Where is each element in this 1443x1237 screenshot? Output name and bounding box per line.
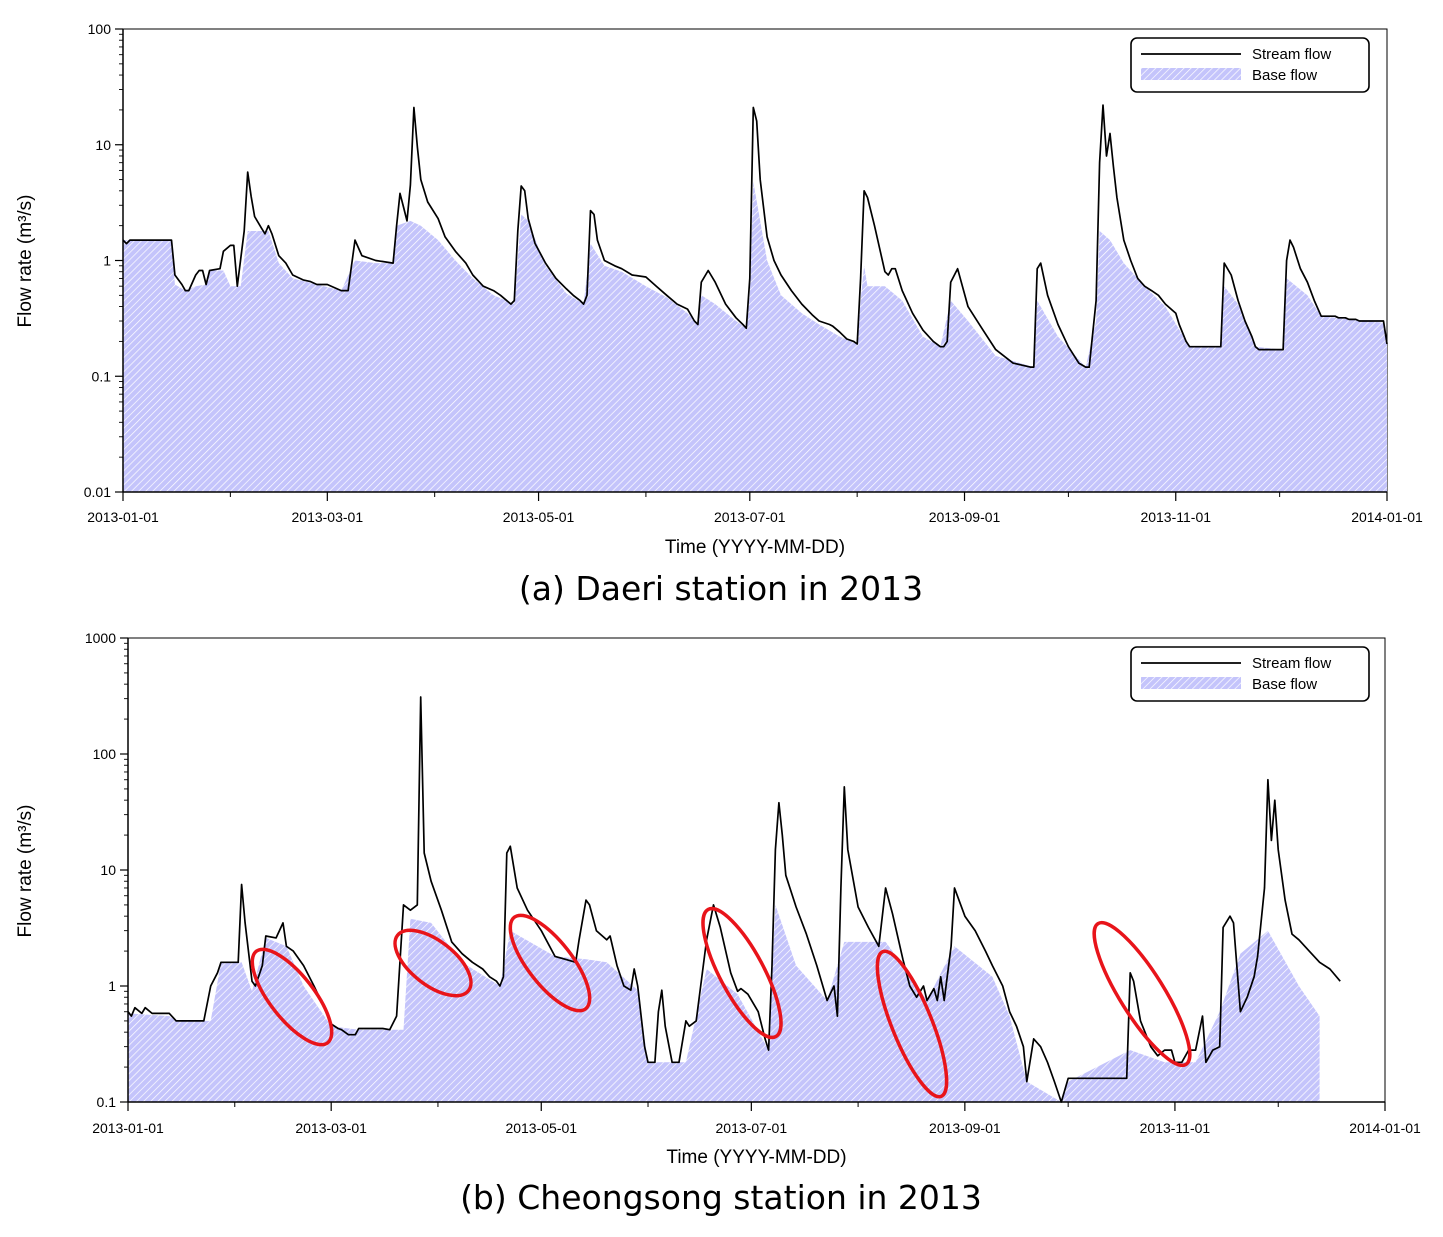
legend: Stream flow Base flow [1130, 646, 1370, 702]
legend-box [1130, 646, 1370, 702]
y-tick-label: 10 [100, 862, 116, 878]
highlight-ellipse [1092, 920, 1192, 1068]
figure-caption: (a) Daeri station in 2013 [519, 569, 923, 608]
highlight-ellipse [875, 949, 949, 1099]
legend-label-base-flow: Base flow [1252, 67, 1317, 84]
highlight-ellipse [250, 947, 334, 1047]
x-tick-label: 2013-07-01 [716, 1120, 788, 1136]
series-base-flow-area [128, 904, 1320, 1102]
y-axis-title: Flow rate (m³/s) [15, 805, 36, 938]
series-stream-flow-line [127, 696, 1341, 1103]
x-tick-label: 2013-05-01 [505, 1120, 577, 1136]
legend-swatch-base-flow [1141, 68, 1241, 80]
legend-label-stream-flow: Stream flow [1252, 46, 1331, 63]
plot-area [127, 637, 1386, 1103]
x-tick-label: 2013-05-01 [503, 509, 575, 525]
chart-panel-b: 0.1 1 10 100 1000 2013-01-01 2013-03-01 2013-05… [15, 630, 1421, 1217]
legend-box [1130, 37, 1370, 93]
y-tick-label: 1 [108, 978, 116, 994]
x-tick-label: 2013-01-01 [92, 1120, 164, 1136]
x-tick-label: 2013-07-01 [714, 509, 786, 525]
x-tick-label: 2013-09-01 [929, 509, 1001, 525]
x-tick-label: 2014-01-01 [1351, 509, 1423, 525]
y-tick-label: 100 [93, 746, 117, 762]
x-tick-label: 2013-03-01 [292, 509, 364, 525]
series-stream-flow-line [122, 104, 1388, 368]
legend-swatch-base-flow [1141, 677, 1241, 689]
x-tick-label: 2014-01-01 [1349, 1120, 1421, 1136]
x-tick-label: 2013-11-01 [1140, 509, 1211, 525]
highlight-ellipse [393, 928, 473, 998]
legend-label-stream-flow: Stream flow [1252, 655, 1331, 672]
x-axis-title: Time (YYYY-MM-DD) [666, 1147, 846, 1168]
y-tick-label: 100 [88, 21, 112, 37]
highlight-ellipse [701, 906, 783, 1040]
chart-panel-a: 0.01 0.1 1 10 100 2013-01-01 2013-03-01 2013-05… [15, 21, 1423, 608]
x-tick-label: 2013-09-01 [929, 1120, 1001, 1136]
x-tick-label: 2013-03-01 [295, 1120, 367, 1136]
x-tick-label: 2013-01-01 [87, 509, 159, 525]
y-tick-label: 0.1 [97, 1094, 117, 1110]
highlight-ellipse [508, 913, 592, 1013]
x-axis-title: Time (YYYY-MM-DD) [665, 537, 845, 558]
y-axis-title: Flow rate (m³/s) [15, 195, 36, 328]
legend: Stream flow Base flow [1130, 37, 1370, 93]
y-tick-label: 1000 [85, 630, 116, 646]
y-tick-label: 1 [103, 253, 111, 269]
series-base-flow-area [123, 181, 1387, 492]
x-tick-label: 2013-11-01 [1140, 1120, 1211, 1136]
figure-caption: (b) Cheongsong station in 2013 [460, 1178, 982, 1217]
y-tick-label: 0.1 [92, 368, 112, 384]
y-tick-label: 0.01 [84, 484, 111, 500]
legend-label-base-flow: Base flow [1252, 676, 1317, 693]
y-tick-label: 10 [95, 137, 111, 153]
